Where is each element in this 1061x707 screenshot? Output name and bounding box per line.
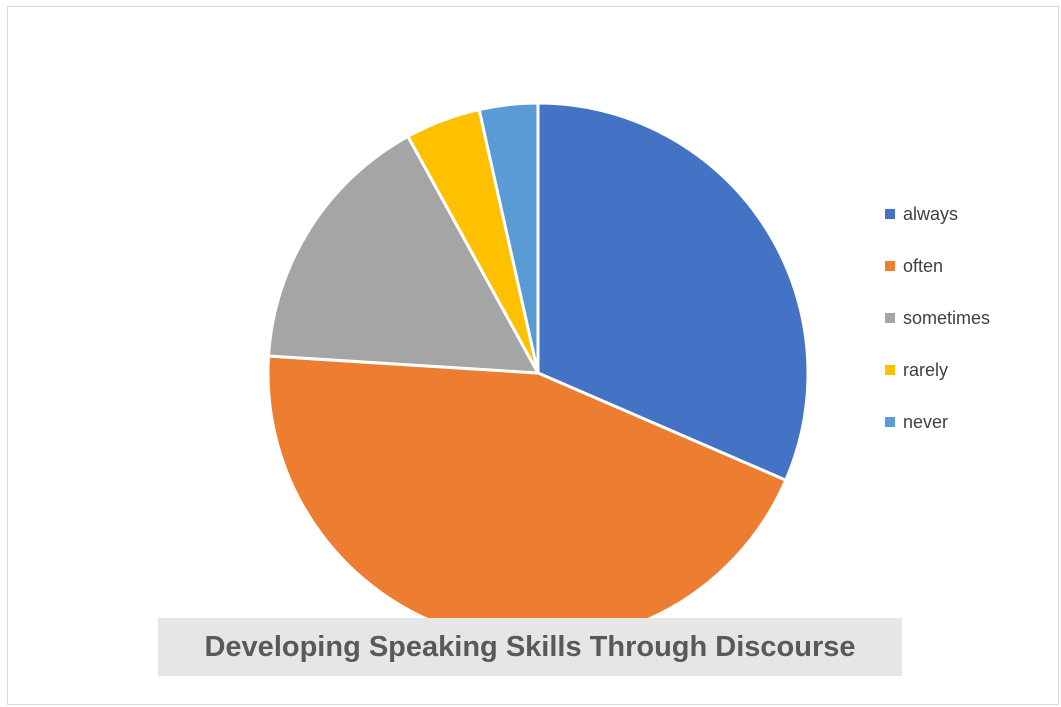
legend-label: often (903, 255, 944, 276)
legend-swatch (885, 417, 895, 427)
legend-item-sometimes: sometimes (885, 292, 990, 344)
chart-title: Developing Speaking Skills Through Disco… (204, 630, 856, 663)
legend-item-often: often (885, 240, 990, 292)
legend-item-rarely: rarely (885, 344, 990, 396)
legend-label: always (903, 203, 959, 224)
legend-item-always: always (885, 188, 990, 240)
legend-item-never: never (885, 396, 990, 448)
legend-label: sometimes (903, 307, 991, 328)
chart-title-box: Developing Speaking Skills Through Disco… (158, 618, 902, 676)
pie-slice-sometimes (267, 134, 540, 375)
legend-swatch (885, 209, 895, 219)
legend-label: rarely (903, 359, 949, 380)
pie-slice-never (477, 101, 540, 375)
legend-label: never (903, 411, 949, 432)
legend-swatch (885, 365, 895, 375)
legend-swatch (885, 313, 895, 323)
legend: always often sometimes rarely never (885, 188, 990, 448)
pie-slice-always (536, 101, 810, 482)
legend-swatch (885, 261, 895, 271)
